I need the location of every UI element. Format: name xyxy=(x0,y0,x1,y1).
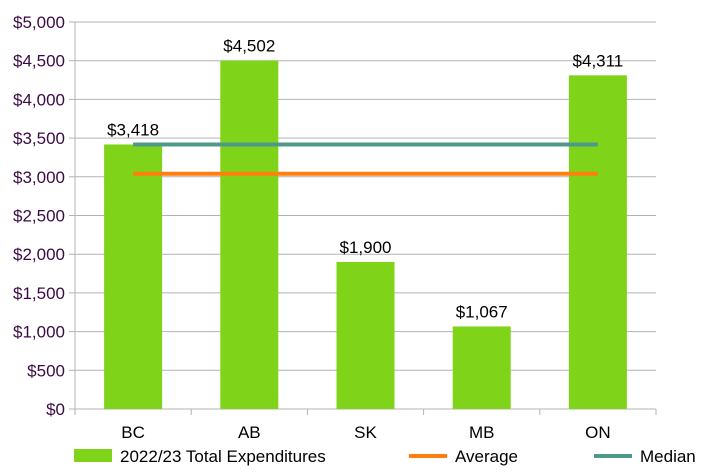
legend-label-average: Average xyxy=(455,447,518,466)
y-tick-label: $4,500 xyxy=(13,52,65,71)
bar-bc xyxy=(104,144,163,410)
y-tick-label: $3,500 xyxy=(13,129,65,148)
y-tick-label: $2,500 xyxy=(13,207,65,226)
legend-label-median: Median xyxy=(640,447,696,466)
y-tick-label: $1,500 xyxy=(13,284,65,303)
bar-on xyxy=(568,75,627,409)
bar-mb xyxy=(452,326,511,409)
x-tick-label-mb: MB xyxy=(469,423,495,442)
data-labels: $3,418 $4,502 $1,900 $1,067 $4,311 xyxy=(107,37,623,322)
data-label-sk: $1,900 xyxy=(340,238,392,257)
y-tick-label: $0 xyxy=(46,400,65,419)
data-label-bc: $3,418 xyxy=(107,120,159,139)
data-label-mb: $1,067 xyxy=(456,302,508,321)
legend: 2022/23 Total Expenditures Average Median xyxy=(74,447,696,466)
x-tick-label-ab: AB xyxy=(238,423,261,442)
x-tick-label-bc: BC xyxy=(121,423,145,442)
y-tick-label: $1,000 xyxy=(13,323,65,342)
y-tick-label: $500 xyxy=(27,361,65,380)
data-label-ab: $4,502 xyxy=(223,37,275,56)
bar-sk xyxy=(336,261,395,409)
bar-ab xyxy=(220,60,279,410)
legend-label-2022-23-total-expenditures: 2022/23 Total Expenditures xyxy=(120,447,326,466)
gridlines xyxy=(75,21,656,410)
y-tick-label: $4,000 xyxy=(13,90,65,109)
y-tick-label: $5,000 xyxy=(13,13,65,32)
x-tick-label-sk: SK xyxy=(354,423,377,442)
line-series xyxy=(133,142,598,176)
y-tick-label: $3,000 xyxy=(13,168,65,187)
legend-swatch-2022-23-total-expenditures xyxy=(74,449,112,462)
tick-labels: $0 $500 $1,000 $1,500 $2,000 $2,500 $3,000 $3,5… xyxy=(13,13,611,442)
x-tick-label-on: ON xyxy=(585,423,611,442)
y-tick-label: $2,000 xyxy=(13,245,65,264)
bar-series xyxy=(104,60,627,410)
data-label-on: $4,311 xyxy=(573,51,624,70)
